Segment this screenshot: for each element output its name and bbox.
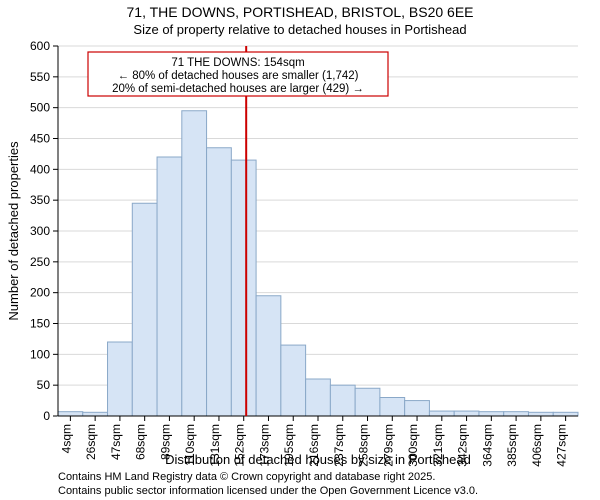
- histogram-bar: [182, 111, 207, 416]
- x-axis-label: Distribution of detached houses by size …: [165, 452, 471, 467]
- histogram-bar: [405, 401, 430, 416]
- histogram-bar: [306, 379, 331, 416]
- ytick-label: 600: [30, 39, 50, 53]
- chart-title-main: 71, THE DOWNS, PORTISHEAD, BRISTOL, BS20…: [0, 4, 600, 22]
- histogram-bar: [281, 345, 306, 416]
- ytick-label: 300: [30, 224, 50, 238]
- histogram-bar: [454, 411, 479, 416]
- y-axis-label: Number of detached properties: [6, 141, 21, 321]
- ytick-label: 150: [30, 317, 50, 331]
- histogram-bar: [479, 412, 504, 416]
- histogram-chart: 0 50 100 150 200 250 300 350 400 450 500 550 600 4sqm…: [0, 0, 600, 500]
- ytick-label: 50: [37, 378, 51, 392]
- xtick-label: 427sqm: [555, 424, 569, 467]
- chart-title-sub: Size of property relative to detached ho…: [0, 22, 600, 38]
- histogram-bar: [429, 411, 454, 416]
- chart-title-block: 71, THE DOWNS, PORTISHEAD, BRISTOL, BS20…: [0, 4, 600, 38]
- histogram-bar: [83, 412, 108, 416]
- histogram-bar: [231, 160, 256, 416]
- legend-box: 71 THE DOWNS: 154sqm← 80% of detached ho…: [88, 52, 388, 96]
- histogram-bar: [207, 148, 232, 416]
- legend-line-larger: 20% of semi-detached houses are larger (…: [112, 83, 364, 95]
- histogram-bar: [58, 412, 83, 416]
- histogram-bar: [132, 203, 157, 416]
- histogram-bar: [330, 385, 355, 416]
- xtick-label: 385sqm: [505, 424, 519, 467]
- histogram-bar: [108, 342, 133, 416]
- ytick-label: 400: [30, 162, 50, 176]
- footer-attribution-2: Contains public sector information licen…: [58, 485, 478, 497]
- ytick-label: 0: [43, 409, 50, 423]
- legend-line-smaller: ← 80% of detached houses are smaller (1,…: [118, 70, 359, 82]
- ytick-label: 350: [30, 193, 50, 207]
- ytick-label: 200: [30, 286, 50, 300]
- histogram-bar: [157, 157, 182, 416]
- ytick-label: 550: [30, 70, 50, 84]
- xtick-label: 26sqm: [84, 424, 98, 460]
- legend-title: 71 THE DOWNS: 154sqm: [171, 57, 304, 69]
- xtick-label: 47sqm: [109, 424, 123, 460]
- ytick-label: 100: [30, 347, 50, 361]
- ytick-label: 450: [30, 132, 50, 146]
- histogram-bar: [355, 388, 380, 416]
- xtick-label: 4sqm: [59, 424, 73, 453]
- histogram-bar: [553, 412, 578, 416]
- xtick-label: 68sqm: [134, 424, 148, 460]
- histogram-bar: [504, 412, 529, 416]
- xtick-label: 364sqm: [480, 424, 494, 467]
- footer-attribution-1: Contains HM Land Registry data © Crown c…: [58, 471, 435, 483]
- histogram-bar: [256, 296, 281, 416]
- xtick-label: 406sqm: [530, 424, 544, 467]
- ytick-label: 500: [30, 101, 50, 115]
- ytick-label: 250: [30, 255, 50, 269]
- histogram-bar: [380, 398, 405, 417]
- histogram-bar: [528, 412, 553, 416]
